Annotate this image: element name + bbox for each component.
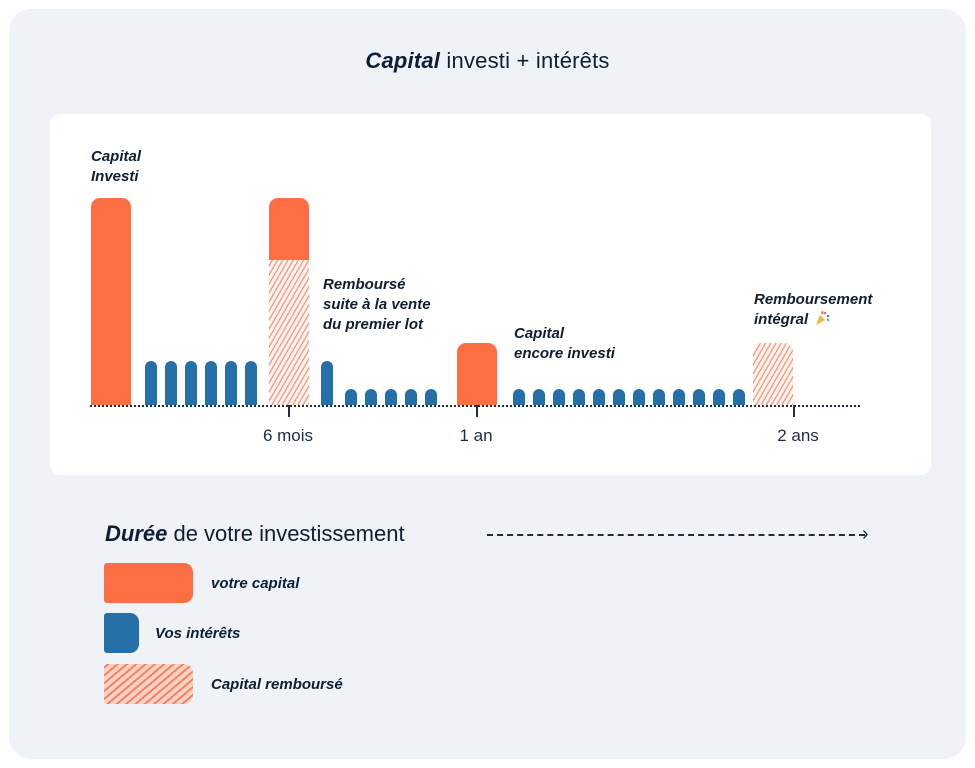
tick-2-ans xyxy=(793,405,795,417)
tick-label-1-an: 1 an xyxy=(459,426,493,445)
interest-bar xyxy=(321,361,333,405)
interest-bar xyxy=(145,361,157,405)
interest-bar xyxy=(165,361,177,405)
interest-bar-small xyxy=(613,389,625,405)
interest-bar-small xyxy=(733,389,745,405)
interest-bar-small xyxy=(405,389,417,405)
party-popper-icon xyxy=(816,311,830,325)
legend-swatch-rembourse xyxy=(104,664,193,704)
interest-bar-small xyxy=(385,389,397,405)
interest-bar-small xyxy=(365,389,377,405)
interest-bar-small xyxy=(533,389,545,405)
capital-repaid-bar-final xyxy=(753,343,793,405)
capital-repaid-bar xyxy=(269,260,309,405)
page-title: Capital investi + intérêts xyxy=(0,48,975,74)
legend-label-rembourse: Capital remboursé xyxy=(211,676,343,693)
annotation-line: Investi xyxy=(91,168,139,185)
duration-strong: Durée xyxy=(105,521,168,546)
annotation-rembourse: Remboursé suite à la vente du premier lo… xyxy=(323,275,431,335)
interest-bar xyxy=(245,361,257,405)
legend-label-interets: Vos intérêts xyxy=(155,625,241,642)
chevron-right-icon: › xyxy=(862,523,869,545)
legend-swatch-interets xyxy=(104,613,139,653)
annotation-integral: Remboursement intégral xyxy=(754,290,872,330)
interest-bar-small xyxy=(345,389,357,405)
interest-bar-small xyxy=(573,389,585,405)
capital-bar-start xyxy=(91,198,131,405)
capital-bar-remaining xyxy=(269,198,309,260)
timeline-panel xyxy=(50,114,931,475)
tick-6-mois xyxy=(288,405,290,417)
interest-bar-small xyxy=(593,389,605,405)
duration-label: Durée de votre investissement xyxy=(105,521,405,547)
interest-bar-small xyxy=(553,389,565,405)
timeline-axis xyxy=(90,405,860,407)
annotation-line: encore investi xyxy=(514,345,615,362)
interest-bar-small xyxy=(653,389,665,405)
title-rest: investi + intérêts xyxy=(440,48,610,73)
duration-rest: de votre investissement xyxy=(167,521,405,546)
annotation-encore-investi: Capital encore investi xyxy=(514,324,615,364)
duration-arrow-line xyxy=(487,534,865,536)
annotation-line: Remboursement xyxy=(754,291,873,308)
annotation-line-with-icon: intégral xyxy=(754,310,872,330)
annotation-text: intégral xyxy=(754,311,809,328)
legend-swatch-capital xyxy=(104,563,193,603)
annotation-line: Remboursé xyxy=(323,276,406,293)
annotation-line: du premier lot xyxy=(323,316,424,333)
interest-bar-small xyxy=(693,389,705,405)
interest-bar xyxy=(225,361,237,405)
capital-bar-still-invested xyxy=(457,343,497,405)
interest-bar-small xyxy=(425,389,437,405)
annotation-line: Capital xyxy=(514,325,565,342)
tick-label-6-mois: 6 mois xyxy=(262,426,314,445)
interest-bar-small xyxy=(513,389,525,405)
interest-bar xyxy=(185,361,197,405)
annotation-line: suite à la vente xyxy=(323,296,431,313)
tick-label-2-ans: 2 ans xyxy=(777,426,819,445)
title-strong: Capital xyxy=(365,48,441,73)
interest-bar-small xyxy=(633,389,645,405)
legend-label-capital: votre capital xyxy=(211,575,300,592)
interest-bar-small xyxy=(713,389,725,405)
annotation-capital-investi: Capital Investi xyxy=(91,147,141,187)
tick-1-an xyxy=(476,405,478,417)
interest-bar xyxy=(205,361,217,405)
annotation-line: Capital xyxy=(91,148,142,165)
interest-bar-small xyxy=(673,389,685,405)
